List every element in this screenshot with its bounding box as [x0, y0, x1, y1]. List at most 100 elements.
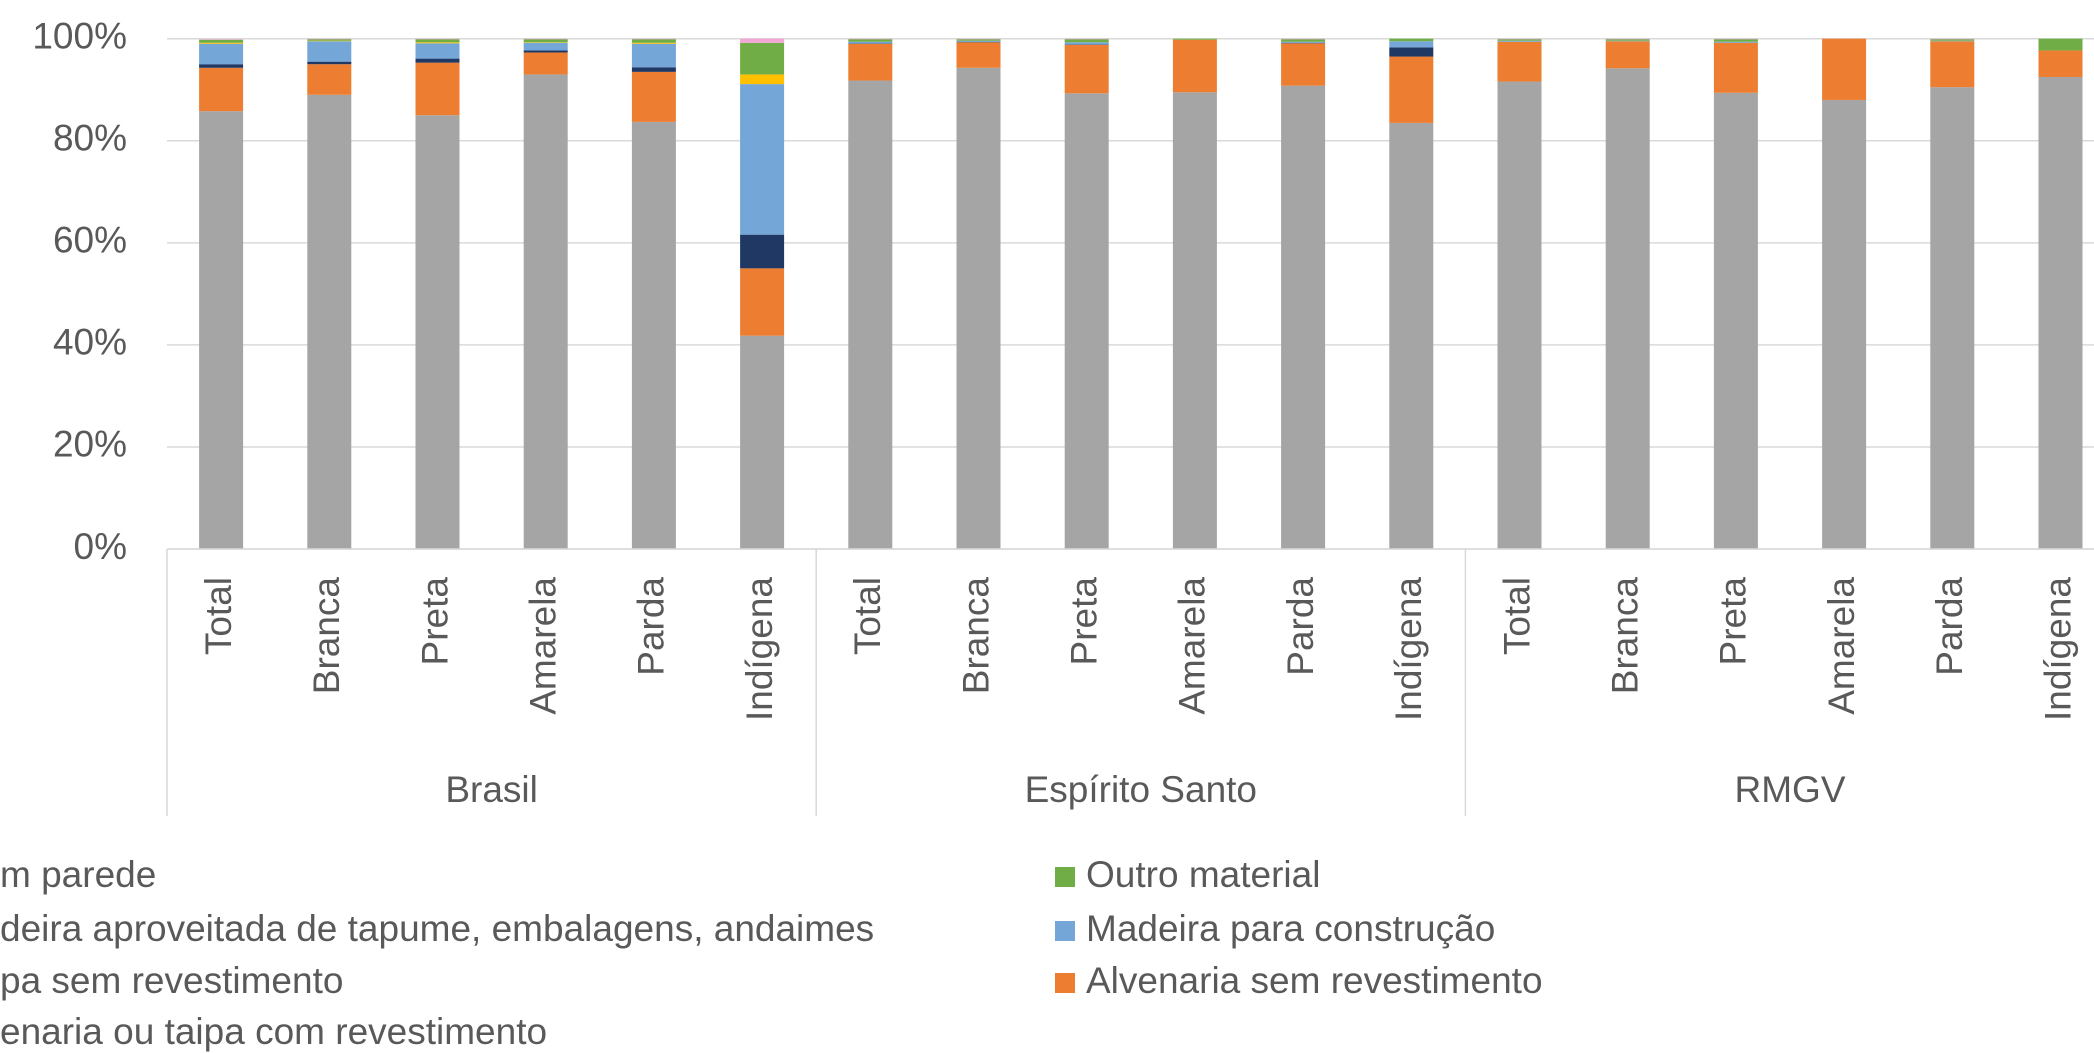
y-tick-label: 0%	[74, 526, 127, 567]
bar-segment	[740, 234, 785, 269]
bar-segment	[1930, 40, 1975, 42]
x-tick-label: Branca	[1604, 577, 1645, 695]
bar-segment	[2038, 76, 2083, 549]
bar-segment	[631, 39, 676, 43]
legend-label: enaria ou taipa com revestimento	[0, 1011, 547, 1052]
x-tick-label: Branca	[955, 577, 996, 695]
bar-segment	[848, 43, 893, 81]
bar-segment	[415, 42, 460, 44]
bar-segment	[307, 61, 352, 65]
bar-segment	[523, 38, 568, 40]
bar-segment	[1281, 38, 1326, 40]
bar-segment	[1713, 41, 1758, 43]
bar-segment	[631, 43, 676, 68]
bar-segment	[1497, 39, 1542, 41]
bar-segment	[523, 74, 568, 550]
bar-segment	[848, 38, 893, 40]
bar-segment	[307, 64, 352, 95]
legend-label: Outro material	[1086, 854, 1320, 895]
bar-segment	[1064, 44, 1109, 45]
x-tick-label: Preta	[1713, 577, 1754, 666]
bar-segment	[848, 41, 893, 44]
bar-segment	[1064, 44, 1109, 94]
bar-segment	[956, 42, 1001, 68]
bar-segment	[415, 38, 460, 40]
bar-segment	[631, 71, 676, 122]
bar-segment	[1172, 39, 1217, 93]
bar-segment	[1930, 41, 1975, 88]
bar-segment	[415, 115, 460, 550]
bar-segment	[523, 42, 568, 43]
bar-segment	[1281, 42, 1326, 44]
bar-segment	[1930, 38, 1975, 40]
bar-segment	[1605, 41, 1650, 69]
bar-segment	[848, 43, 893, 44]
bar-segment	[1605, 68, 1650, 550]
bar-segment	[523, 39, 568, 43]
legend-label: deira aproveitada de tapume, embalagens,…	[0, 908, 874, 949]
bar-segment	[1064, 93, 1109, 550]
bar-segment	[1064, 39, 1109, 43]
bar-segment	[1172, 92, 1217, 550]
bar-segment	[1605, 40, 1650, 42]
bar-segment	[199, 39, 244, 43]
x-tick-label: Amarela	[1172, 577, 1213, 715]
bar-segment	[740, 84, 785, 235]
bar-segment	[2038, 38, 2083, 51]
bar-segment	[956, 67, 1001, 549]
legend-label: pa sem revestimento	[0, 960, 343, 1001]
bar-segment	[1713, 39, 1758, 42]
bar-segment	[307, 39, 352, 41]
bar-segment	[307, 38, 352, 40]
bar-segment	[1822, 38, 1867, 100]
legend-label: Alvenaria sem revestimento	[1086, 960, 1543, 1001]
bar-segment	[1281, 41, 1326, 43]
bar-segment	[1713, 42, 1758, 93]
bar-segment	[1930, 39, 1975, 41]
bar-segment	[523, 42, 568, 51]
bar-segment	[307, 40, 352, 42]
group-label: Espírito Santo	[1025, 769, 1257, 810]
bar-segment	[199, 111, 244, 549]
bar-segment	[2038, 50, 2083, 77]
bar-segment	[1389, 38, 1434, 42]
bar-segment	[415, 43, 460, 59]
bar-segment	[1713, 38, 1758, 40]
bar-segment	[1281, 39, 1326, 42]
bar-segment	[631, 38, 676, 40]
bar-segment	[631, 67, 676, 72]
x-tick-label: Indígena	[1388, 577, 1429, 721]
bar-segment	[415, 39, 460, 43]
bar-segment	[740, 42, 785, 75]
bar-segment	[1064, 42, 1109, 45]
bar-segment	[1930, 87, 1975, 549]
x-tick-label: Amarela	[522, 577, 563, 715]
x-tick-label: Parda	[631, 577, 672, 676]
x-tick-label: Indígena	[739, 577, 780, 721]
bar-segment	[199, 42, 244, 44]
bar-segment	[199, 67, 244, 112]
bar-segment	[956, 39, 1001, 41]
bar-segment	[1172, 38, 1217, 40]
x-tick-label: Branca	[306, 577, 347, 695]
x-tick-label: Total	[847, 577, 888, 655]
bar-segment	[1281, 85, 1326, 550]
bar-segment	[1497, 40, 1542, 42]
bar-segment	[1064, 38, 1109, 40]
bar-segment	[740, 38, 785, 43]
bar-segment	[1281, 43, 1326, 86]
bar-segment	[307, 94, 352, 549]
bar-segment	[415, 62, 460, 116]
bar-segment	[415, 58, 460, 63]
bar-segment	[740, 335, 785, 549]
bar-segment	[1605, 38, 1650, 40]
bar-segment	[307, 41, 352, 62]
y-tick-label: 20%	[53, 424, 127, 465]
x-tick-label: Preta	[1063, 577, 1104, 666]
bar-segment	[1713, 92, 1758, 549]
y-tick-label: 40%	[53, 322, 127, 363]
bar-segment	[956, 38, 1001, 40]
bar-segment	[199, 43, 244, 65]
bar-segment	[1497, 81, 1542, 550]
